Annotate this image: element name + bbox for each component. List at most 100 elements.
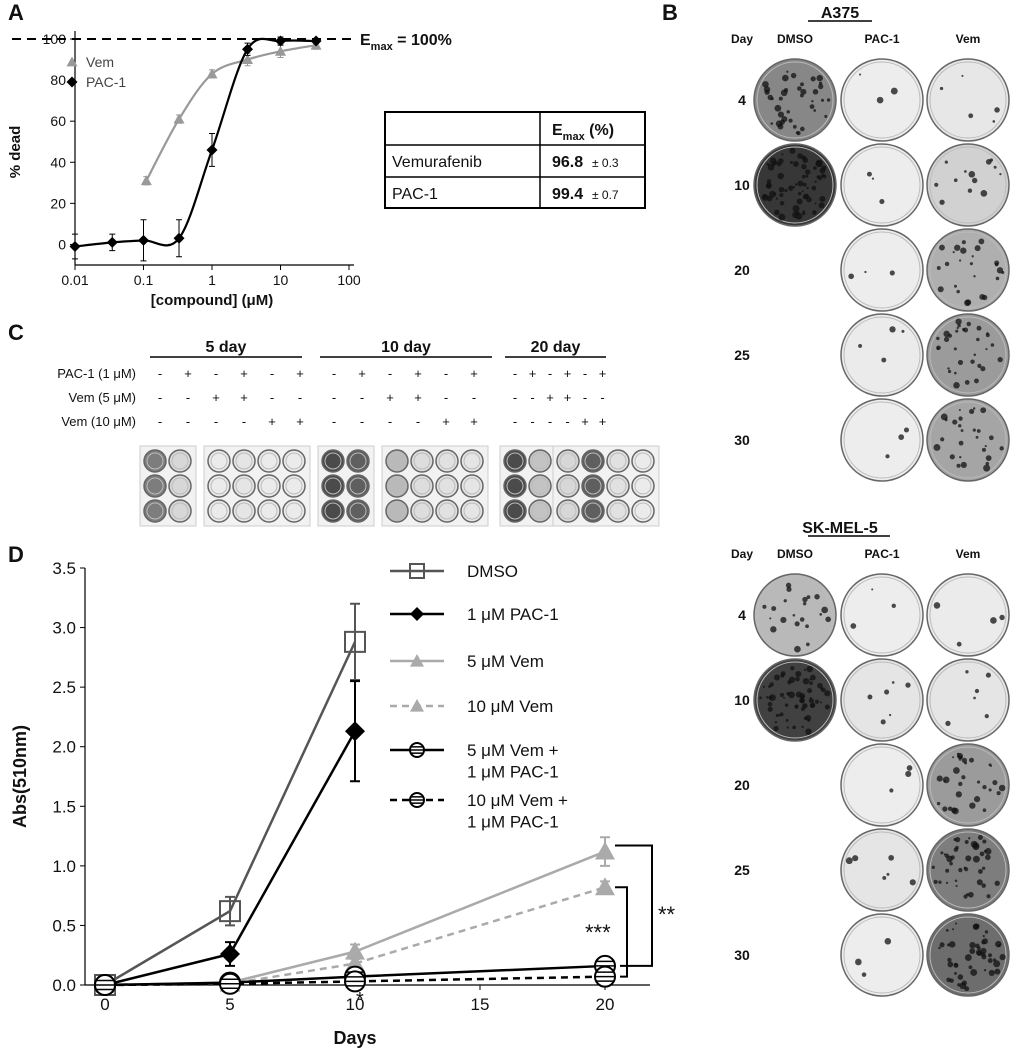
data-point (275, 45, 286, 56)
colony (985, 672, 991, 678)
colony (797, 153, 803, 159)
legend-marker (66, 56, 78, 67)
data-point (206, 68, 218, 79)
colony (889, 788, 894, 793)
well (926, 573, 1010, 657)
legend-label: 1 μM PAC-1 (467, 605, 559, 624)
well-rim (413, 477, 431, 495)
colony (984, 930, 989, 934)
colony (819, 195, 826, 203)
colony (987, 953, 993, 958)
colony (968, 891, 974, 898)
colony (803, 704, 806, 707)
colony (969, 757, 974, 763)
well-rim (388, 452, 406, 470)
colony (987, 958, 993, 964)
colony (767, 701, 773, 707)
sign: + (599, 366, 607, 381)
colony (976, 879, 983, 886)
emax-table: Emax (%) (384, 111, 646, 209)
colony (778, 213, 786, 221)
colony (886, 872, 890, 876)
colony (879, 198, 885, 205)
colony (936, 336, 940, 341)
colony (761, 194, 767, 199)
colony (986, 332, 989, 335)
y-tick-label: 1.0 (52, 857, 76, 876)
colony (773, 725, 779, 732)
colony (795, 676, 800, 682)
colony (988, 788, 992, 792)
sign: + (470, 366, 478, 381)
panel-label: D (8, 542, 24, 567)
colony (943, 853, 946, 856)
colony (933, 602, 941, 609)
colony (990, 617, 997, 624)
header-symbol: E (552, 122, 563, 139)
colony (995, 276, 1000, 281)
colony (959, 982, 967, 990)
sign: - (270, 390, 274, 405)
colony (955, 329, 959, 333)
colony (766, 695, 769, 699)
colony (985, 461, 990, 466)
colony (994, 968, 1001, 975)
colony (999, 614, 1005, 621)
condition-label: Vem (10 μM) (61, 414, 136, 429)
x-tick-label: 10 (346, 995, 365, 1014)
sign: + (296, 414, 304, 429)
colony (960, 429, 964, 432)
colony (809, 703, 815, 709)
error-bar (350, 602, 360, 681)
colony (905, 682, 911, 688)
colony (938, 880, 942, 884)
colony (812, 210, 817, 215)
well-rim (609, 452, 627, 470)
colony (952, 807, 959, 815)
panel-label: C (8, 320, 24, 345)
colony (972, 407, 976, 410)
colony (972, 855, 980, 863)
sign: - (444, 390, 448, 405)
sign: - (548, 414, 552, 429)
day-header: Day (731, 547, 753, 561)
colony (943, 336, 950, 342)
colony (964, 170, 967, 173)
colony (812, 89, 819, 95)
colony (973, 275, 976, 278)
colony (997, 356, 1003, 363)
panel-label: A (8, 0, 24, 25)
colony (807, 688, 813, 694)
well (840, 228, 924, 312)
colony (796, 198, 803, 205)
sign: + (240, 366, 248, 381)
well-rim (843, 576, 921, 654)
well-rim (756, 61, 834, 139)
data-point (595, 841, 615, 860)
sign: + (581, 414, 589, 429)
y-tick-label: 0.0 (52, 976, 76, 995)
colony (871, 177, 875, 180)
colony (992, 779, 998, 786)
colony (982, 784, 987, 790)
colony (848, 273, 854, 280)
well-rim (843, 831, 921, 909)
colony (769, 190, 776, 198)
colony (980, 189, 988, 197)
x-tick-label: 100 (337, 272, 361, 288)
panel-label: B (662, 0, 678, 25)
sign: + (414, 366, 422, 381)
column-header: DMSO (777, 32, 813, 46)
colony (958, 408, 961, 411)
emax-subscript: max (371, 41, 394, 53)
colony (945, 868, 950, 873)
colony (767, 164, 775, 171)
data-point (206, 144, 218, 156)
colony (889, 270, 895, 276)
colony (775, 713, 780, 718)
colony (818, 202, 825, 209)
colony (947, 367, 950, 370)
colony (936, 801, 941, 806)
data-point (345, 721, 365, 742)
colony (782, 74, 789, 82)
